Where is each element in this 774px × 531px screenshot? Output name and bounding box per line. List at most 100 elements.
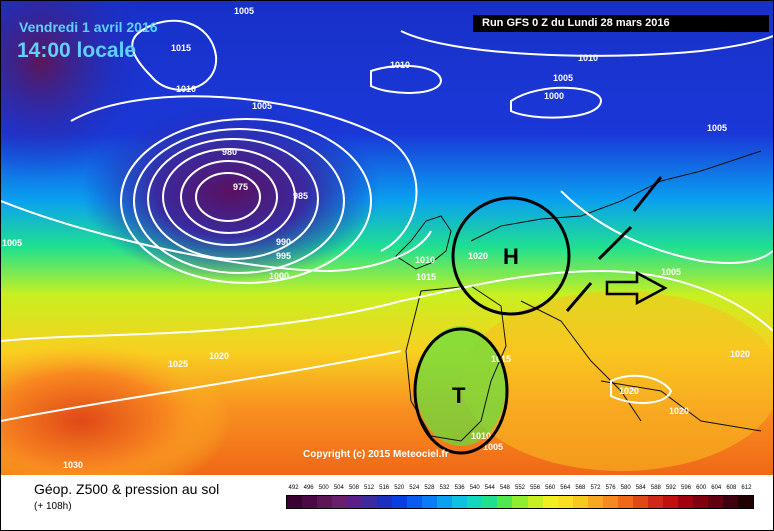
scale-cell [422,496,438,508]
scale-label: 604 [711,485,722,491]
scale-cell [482,496,498,508]
scale-cell [692,496,708,508]
svg-text:1010: 1010 [578,53,598,63]
scale-label: 524 [409,485,420,491]
scale-label: 552 [514,485,526,491]
scale-label: 580 [620,485,631,491]
scale-cell [662,496,678,508]
svg-text:1020: 1020 [669,406,689,416]
scale-label: 496 [303,485,314,491]
svg-text:1000: 1000 [544,91,564,101]
scale-cell [392,496,408,508]
thermal-low-circle [413,327,509,455]
scale-label: 588 [650,485,661,491]
scale-cell [302,496,318,508]
iberia-thermal-low-area [416,326,506,446]
scale-cell [332,496,348,508]
svg-text:1010: 1010 [390,60,410,70]
scale-label: 536 [454,485,465,491]
annotations [413,176,668,455]
svg-text:990: 990 [276,237,291,247]
svg-text:1005: 1005 [707,123,727,133]
trough-axis-2 [597,225,633,261]
svg-text:1025: 1025 [168,359,188,369]
svg-text:975: 975 [233,182,248,192]
legend-title: Géop. Z500 & pression au sol [34,481,220,497]
scale-cell [542,496,558,508]
scale-label: 560 [545,485,556,491]
motion-arrow-icon [605,270,668,306]
scale-cell [407,496,423,508]
svg-text:985: 985 [293,191,308,201]
model-run-label: Run GFS 0 Z du Lundi 28 mars 2016 [473,15,769,32]
scale-label: 508 [348,485,359,491]
scale-label: 544 [484,485,495,491]
scale-label: 564 [560,485,571,491]
high-pressure-circle [451,196,571,316]
scale-cell [647,496,663,508]
svg-text:1005: 1005 [234,6,254,16]
scale-cell [317,496,333,508]
svg-text:1010: 1010 [176,84,196,94]
valid-date: Vendredi 1 avril 2016 [19,19,158,35]
scale-label: 612 [741,485,752,491]
svg-text:1005: 1005 [553,73,573,83]
scale-label: 520 [394,485,405,491]
scale-cell [587,496,603,508]
svg-text:1020: 1020 [468,251,488,261]
scale-label: 532 [439,485,450,491]
scale-cell [602,496,618,508]
svg-text:1020: 1020 [619,386,639,396]
scale-label: 512 [364,485,375,491]
svg-text:1020: 1020 [209,351,229,361]
scale-label: 516 [379,485,390,491]
scale-label: 592 [665,485,676,491]
svg-text:1030: 1030 [63,460,83,470]
med-warm-area [461,291,773,471]
scale-label: 492 [288,485,299,491]
scale-cell [347,496,363,508]
svg-text:1005: 1005 [661,267,681,277]
svg-text:1005: 1005 [483,442,503,452]
scale-cell [437,496,453,508]
svg-text:1015: 1015 [171,43,191,53]
scale-cell [737,496,753,508]
color-scale-labels: 492 496 500 504 508 512 516 520 524 528 532 536 540 5… [286,485,754,495]
svg-text:1000: 1000 [269,271,289,281]
scale-label: 540 [469,485,480,491]
scale-cell [722,496,738,508]
isobars [1,19,773,422]
low-pressure-core [81,101,381,281]
scale-label: 504 [333,485,344,491]
scale-cell [467,496,483,508]
svg-text:1010: 1010 [415,255,435,265]
svg-text:1010: 1010 [471,431,491,441]
scale-label: 596 [681,485,692,491]
azores-high-area [1,341,231,475]
scale-cell [527,496,543,508]
legend-footer: Géop. Z500 & pression au sol (+ 108h) 49… [1,475,773,530]
scale-cell [557,496,573,508]
trough-axis-1 [632,176,663,212]
scale-cell [707,496,723,508]
scale-cell [617,496,633,508]
copyright: Copyright (c) 2015 Meteociel.fr [303,449,449,460]
scale-label: 556 [530,485,541,491]
svg-text:1020: 1020 [730,349,750,359]
svg-text:1015: 1015 [416,272,436,282]
scale-cell [677,496,693,508]
scale-cell [287,496,303,508]
scale-cell [452,496,468,508]
high-symbol: H [503,244,519,269]
forecast-hour: (+ 108h) [34,501,72,512]
valid-time: 14:00 locale [17,39,137,62]
scale-label: 548 [499,485,510,491]
low-symbol: T [452,383,466,408]
map-canvas: 1005 1015 1010 1010 1005 1005 1010 1000 … [1,1,773,475]
scale-cell [632,496,648,508]
scale-label: 576 [605,485,616,491]
svg-text:1005: 1005 [252,101,272,111]
scale-label: 584 [635,485,646,491]
scale-label: 600 [696,485,707,491]
